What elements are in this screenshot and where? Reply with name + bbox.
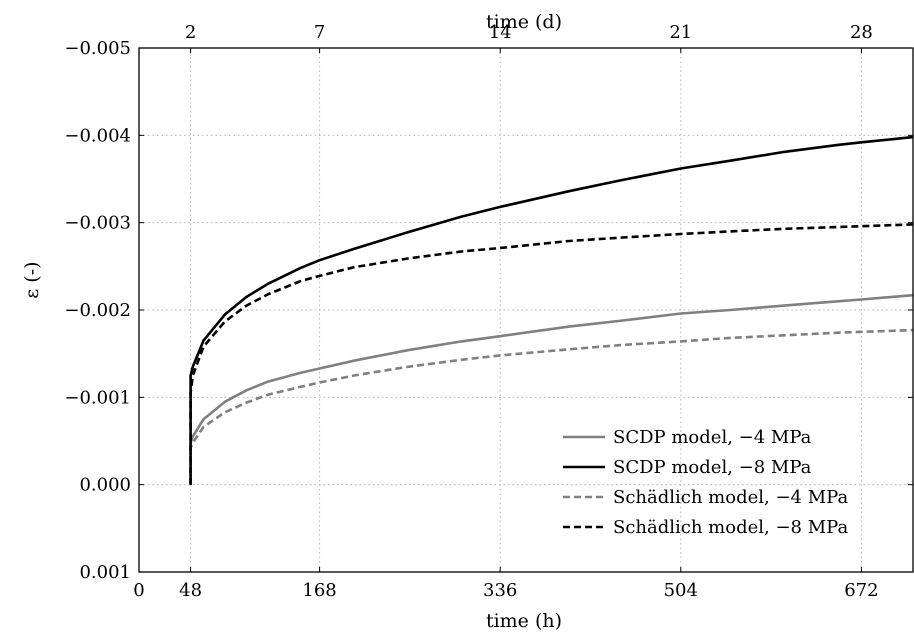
y-tick-label: 0.001 <box>79 562 131 583</box>
legend-label-3: Schädlich model, −4 MPa <box>613 487 848 508</box>
legend-label-2: SCDP model, −8 MPa <box>613 457 812 478</box>
x-tick-label: 336 <box>483 580 517 601</box>
x-axis-top-title: time (d) <box>486 11 562 33</box>
series-line-3 <box>189 328 914 485</box>
y-tick-label: −0.002 <box>64 300 131 321</box>
top-tick-label: 14 <box>489 22 512 43</box>
x-tick-label: 504 <box>664 580 698 601</box>
series-line-4 <box>189 223 914 485</box>
legend-label-1: SCDP model, −4 MPa <box>613 427 812 448</box>
y-axis-title: ε (-) <box>21 261 43 298</box>
series-line-2 <box>189 135 914 485</box>
y-tick-label: −0.005 <box>64 38 131 59</box>
legend-label-4: Schädlich model, −8 MPa <box>613 517 848 538</box>
y-tick-label: −0.001 <box>64 387 131 408</box>
x-tick-label: 0 <box>133 580 144 601</box>
y-tick-label: −0.003 <box>64 213 131 234</box>
x-tick-label: 672 <box>844 580 878 601</box>
grid-lines <box>139 48 913 572</box>
x-tick-label: 168 <box>302 580 336 601</box>
top-tick-label: 28 <box>850 22 873 43</box>
y-tick-label: 0.000 <box>79 475 131 496</box>
x-tick-label: 48 <box>179 580 202 601</box>
top-tick-label: 7 <box>314 22 325 43</box>
legend: SCDP model, −4 MPa SCDP model, −8 MPa Schä… <box>563 427 848 538</box>
top-tick-label: 21 <box>669 22 692 43</box>
y-tick-label: −0.004 <box>64 125 131 146</box>
x-axis-bottom-title: time (h) <box>486 610 562 632</box>
tick-marks <box>138 47 913 573</box>
series-line-1 <box>189 293 914 485</box>
top-tick-label: 2 <box>185 22 196 43</box>
series-lines <box>189 135 914 485</box>
